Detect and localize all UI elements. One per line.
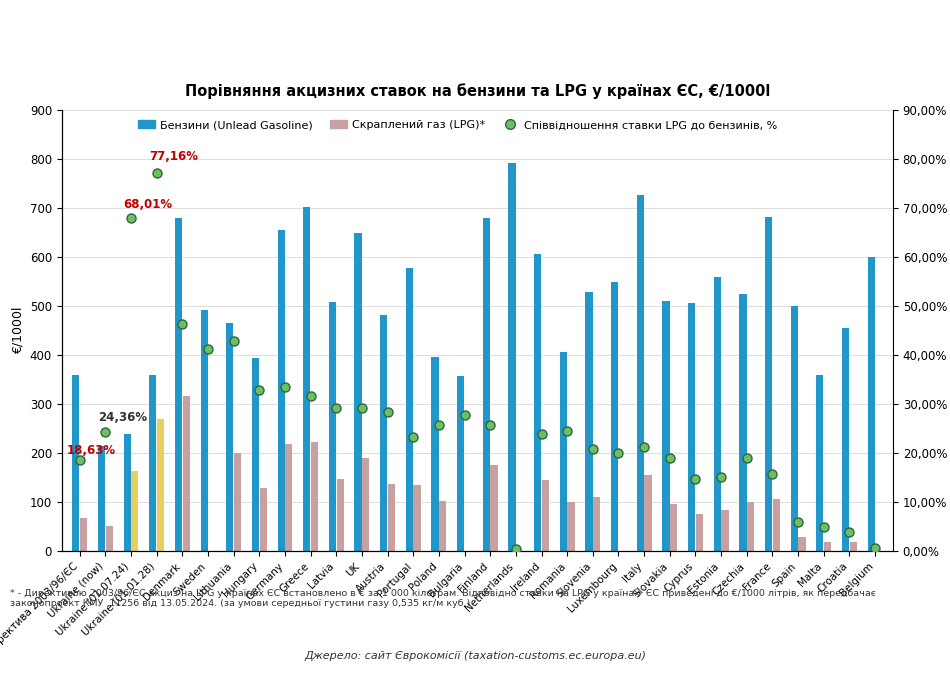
Bar — [593, 497, 600, 551]
Bar — [72, 375, 80, 551]
Bar — [182, 396, 190, 551]
Bar — [662, 301, 670, 551]
Bar — [457, 376, 465, 551]
Bar — [131, 471, 139, 551]
Bar — [483, 218, 490, 551]
Text: 18,63%: 18,63% — [66, 444, 116, 457]
Bar — [542, 480, 549, 551]
Bar — [200, 309, 208, 551]
Bar — [388, 484, 395, 551]
Bar — [585, 291, 593, 551]
Bar — [560, 352, 567, 551]
Bar — [636, 194, 644, 551]
Bar — [765, 216, 772, 551]
Bar — [226, 323, 234, 551]
Bar — [670, 504, 677, 551]
Bar — [567, 502, 575, 551]
Bar — [790, 306, 798, 551]
Bar — [259, 488, 267, 551]
Text: Джерело: сайт Єврокомісії (taxation-customs.ec.europa.eu): Джерело: сайт Єврокомісії (taxation-cust… — [304, 651, 646, 661]
Bar — [739, 294, 747, 551]
Bar — [329, 302, 336, 551]
Bar — [824, 542, 831, 551]
Bar — [816, 376, 824, 551]
Bar — [285, 444, 293, 551]
Bar — [406, 268, 413, 551]
Bar — [105, 526, 113, 551]
Bar — [721, 510, 729, 551]
Bar — [713, 277, 721, 551]
Text: 24,36%: 24,36% — [98, 411, 147, 424]
Bar — [431, 357, 439, 551]
Bar — [867, 257, 875, 551]
Text: * - Директивою 2003/96/ЄС акциз на LPG у країнах ЄС встановлено в € за 1 000 кіл: * - Директивою 2003/96/ЄС акциз на LPG у… — [10, 589, 876, 608]
Bar — [439, 501, 446, 551]
Legend: Бензини (Unlead Gasoline), Скраплений газ (LPG)*, Співвідношення ставки LPG до б: Бензини (Unlead Gasoline), Скраплений га… — [134, 116, 782, 134]
Bar — [336, 479, 344, 551]
Bar — [157, 419, 164, 551]
Bar — [644, 475, 652, 551]
Bar — [534, 254, 542, 551]
Bar — [842, 328, 849, 551]
Bar — [234, 453, 241, 551]
Bar — [124, 433, 131, 551]
Bar — [413, 485, 421, 551]
Bar — [252, 358, 259, 551]
Bar — [695, 515, 703, 551]
Bar — [611, 282, 618, 551]
Bar — [277, 230, 285, 551]
Bar — [303, 207, 311, 551]
Bar — [508, 163, 516, 551]
Bar — [80, 518, 87, 551]
Bar — [772, 499, 780, 551]
Bar — [311, 442, 318, 551]
Bar — [798, 537, 806, 551]
Bar — [149, 375, 157, 551]
Bar — [380, 315, 388, 551]
Bar — [490, 466, 498, 551]
Bar — [849, 542, 857, 551]
Bar — [362, 458, 370, 551]
Text: 77,16%: 77,16% — [149, 150, 198, 163]
Bar — [354, 233, 362, 551]
Bar — [688, 303, 695, 551]
Bar — [747, 502, 754, 551]
Y-axis label: €/1000l: €/1000l — [11, 307, 24, 354]
Bar — [98, 446, 105, 551]
Title: Порівняння акцизних ставок на бензини та LPG у країнах ЄС, €/1000l: Порівняння акцизних ставок на бензини та… — [184, 83, 770, 99]
Text: 68,01%: 68,01% — [124, 198, 173, 211]
Bar — [175, 218, 182, 551]
